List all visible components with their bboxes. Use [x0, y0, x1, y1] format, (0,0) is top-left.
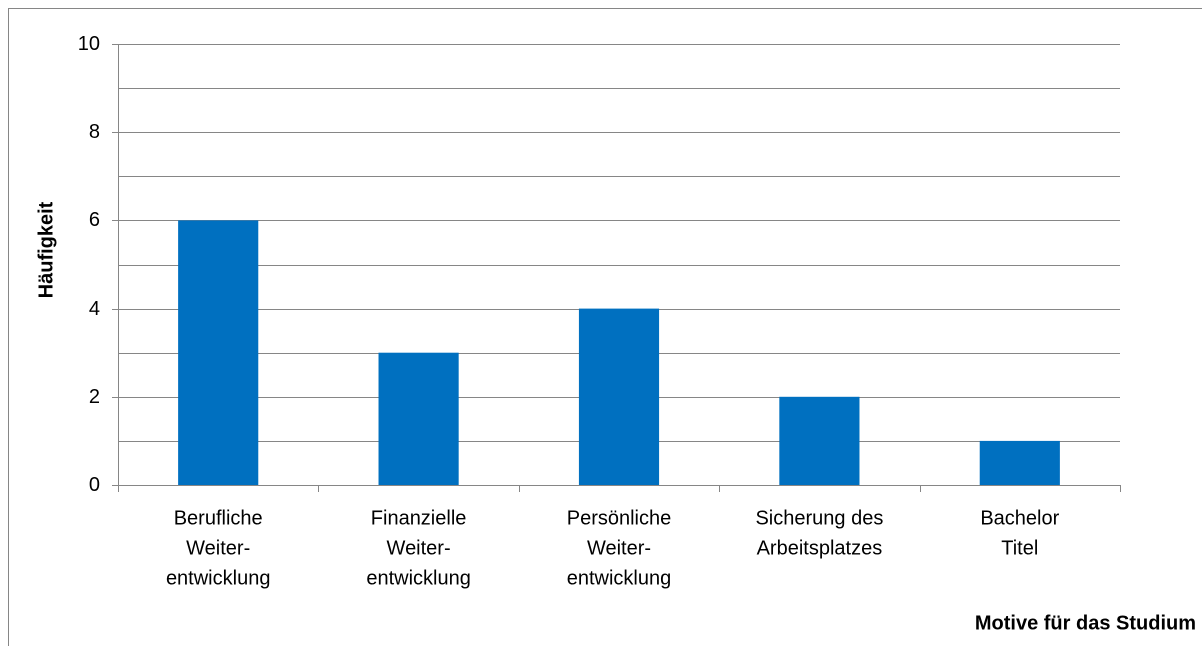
bar [979, 440, 1060, 485]
x-tick-label: Persönliche [567, 507, 672, 529]
x-tick-label: entwicklung [166, 567, 271, 589]
x-tick-label: Finanzielle [371, 507, 467, 529]
y-tick-label: 4 [89, 298, 100, 320]
bar [378, 352, 459, 485]
x-axis-title: Motive für das Studium [975, 612, 1196, 634]
bar [178, 220, 259, 485]
bar [779, 396, 860, 485]
x-tick-label: entwicklung [366, 567, 471, 589]
x-tick-label: Weiter- [587, 537, 651, 559]
x-tick-label: entwicklung [567, 567, 672, 589]
y-tick-label: 10 [78, 33, 100, 55]
y-axis-title: Häufigkeit [35, 201, 57, 298]
x-tick-label: Weiter- [387, 537, 451, 559]
y-tick-label: 8 [89, 121, 100, 143]
x-tick-label: Titel [1001, 537, 1038, 559]
x-tick-label: Sicherung des [755, 507, 883, 529]
x-tick-label: Bachelor [980, 507, 1059, 529]
x-tick-label: Arbeitsplatzes [757, 537, 883, 559]
y-tick-label: 2 [89, 386, 100, 408]
x-tick-label: Weiter- [186, 537, 250, 559]
y-tick-label: 0 [89, 474, 100, 496]
chart-frame [8, 8, 1202, 646]
bar [578, 308, 660, 485]
y-tick-label: 6 [89, 209, 100, 231]
x-tick-label: Berufliche [174, 507, 263, 529]
